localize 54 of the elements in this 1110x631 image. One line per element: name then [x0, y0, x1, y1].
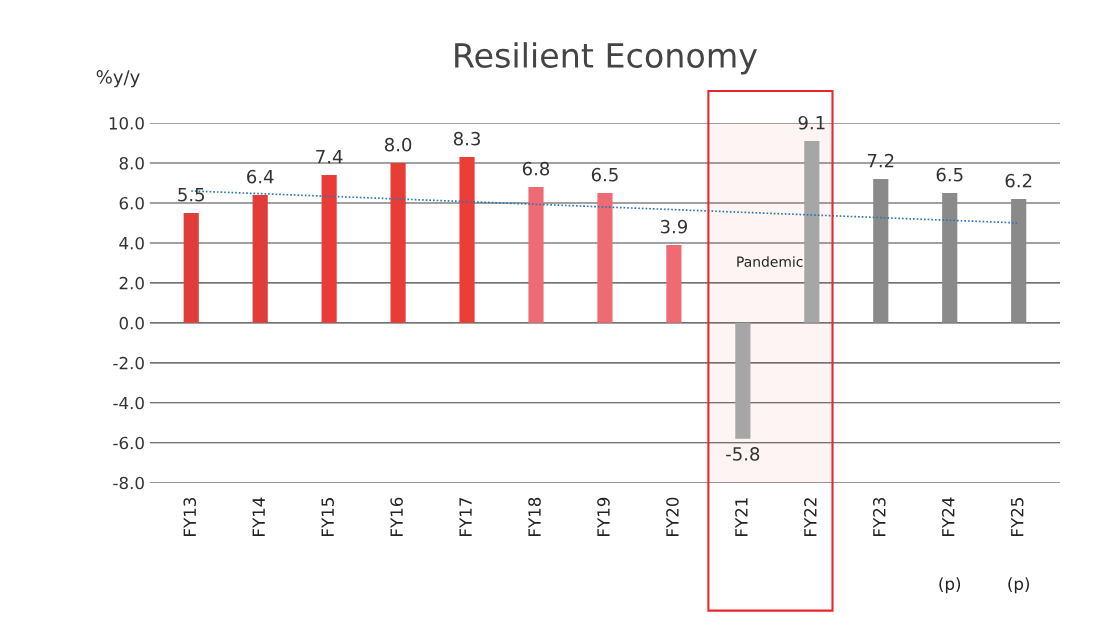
x-tick-label: FY25	[1010, 498, 1024, 536]
y-tick-label: 10.0	[109, 117, 144, 130]
x-tick-label: FY17	[459, 498, 472, 536]
text: (p)	[1008, 577, 1030, 594]
x-tick-label: FY19	[597, 497, 610, 536]
bar	[942, 192, 958, 323]
data-label: 8.0	[384, 137, 412, 152]
y-tick-label: 2.0	[119, 276, 144, 290]
bar	[873, 178, 889, 323]
data-label: 6.5	[591, 167, 618, 182]
x-tick-label: FY14	[252, 497, 265, 536]
data-label: -5.8	[726, 447, 760, 461]
bar	[321, 175, 337, 323]
data-label: 7.4	[316, 150, 343, 164]
data-label: 6.8	[522, 161, 550, 176]
text: (p)	[939, 577, 961, 594]
x-tick-label: FY24	[941, 497, 955, 536]
y-tick-label: 0.0	[119, 316, 144, 330]
y-tick-label: 8.0	[119, 156, 144, 170]
x-tick-label: FY13	[183, 497, 197, 536]
y-tick-label: -4.0	[113, 396, 144, 410]
data-label: 6.5	[936, 167, 963, 182]
bar	[459, 157, 475, 323]
data-label: 3.9	[660, 219, 687, 234]
y-tick-label: -8.0	[113, 476, 144, 490]
x-tick-label: FY16	[390, 497, 403, 536]
x-tick-label: FY22	[804, 498, 817, 536]
data-label: 9.1	[798, 115, 825, 130]
y-axis-title: %y/y	[96, 70, 140, 88]
y-tick-label: -2.0	[113, 356, 144, 370]
y-tick-label: -6.0	[113, 436, 144, 450]
x-tick-label: FY23	[873, 497, 886, 536]
data-label: 8.3	[453, 131, 480, 146]
y-tick-label: 6.0	[119, 196, 144, 210]
chart-title: Resilient Economy	[455, 42, 758, 75]
bar	[597, 192, 613, 323]
bar	[735, 322, 751, 439]
data-label: 6.4	[247, 169, 274, 184]
bar	[804, 141, 820, 323]
bar	[666, 244, 682, 323]
x-tick-label: FY20	[666, 497, 679, 536]
bar	[528, 186, 544, 323]
data-label: 6.2	[1005, 173, 1032, 188]
x-tick-label: FY21	[735, 498, 748, 536]
y-tick-label: 4.0	[119, 236, 144, 250]
data-label: 7.2	[867, 153, 894, 168]
x-tick-label: FY18	[528, 497, 541, 536]
bar	[390, 163, 406, 323]
data-label: 5.5	[178, 188, 204, 202]
bar	[183, 212, 199, 323]
bar	[252, 194, 268, 323]
bar	[1011, 198, 1027, 323]
x-tick-label: FY15	[321, 498, 334, 536]
annotation: Pandemic	[737, 256, 803, 267]
